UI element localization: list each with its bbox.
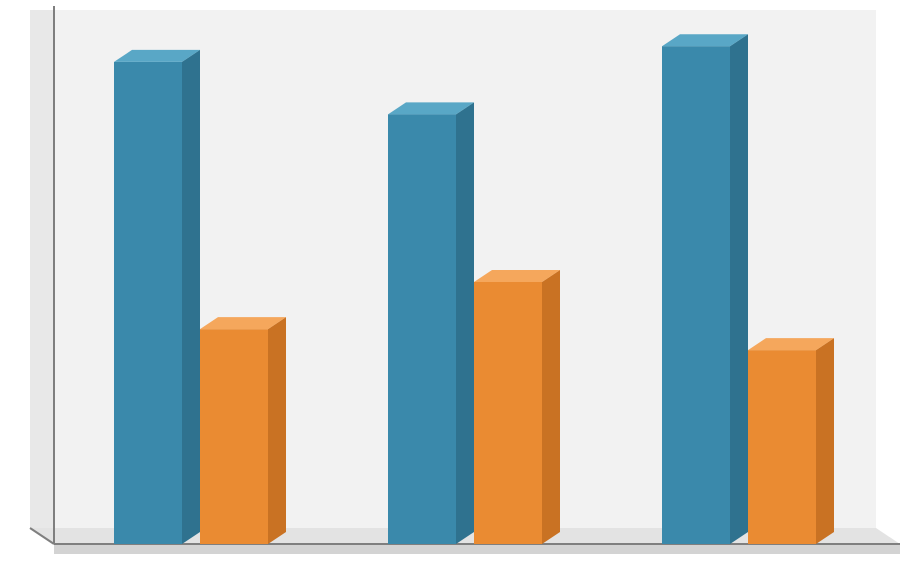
bar-side — [268, 317, 286, 544]
bar-front — [388, 114, 456, 544]
bar-front — [662, 46, 730, 544]
bar-side — [542, 270, 560, 544]
bar-front — [200, 329, 268, 544]
bar-front — [748, 350, 816, 544]
bar-side — [182, 50, 200, 544]
bar-front — [114, 62, 182, 544]
chart-container — [0, 0, 916, 582]
floor-front — [54, 544, 900, 554]
bar-side — [816, 338, 834, 544]
bar-side — [456, 102, 474, 544]
bar-front — [474, 282, 542, 544]
bar-chart — [0, 0, 916, 582]
side-wall — [30, 10, 54, 544]
bar-side — [730, 34, 748, 544]
